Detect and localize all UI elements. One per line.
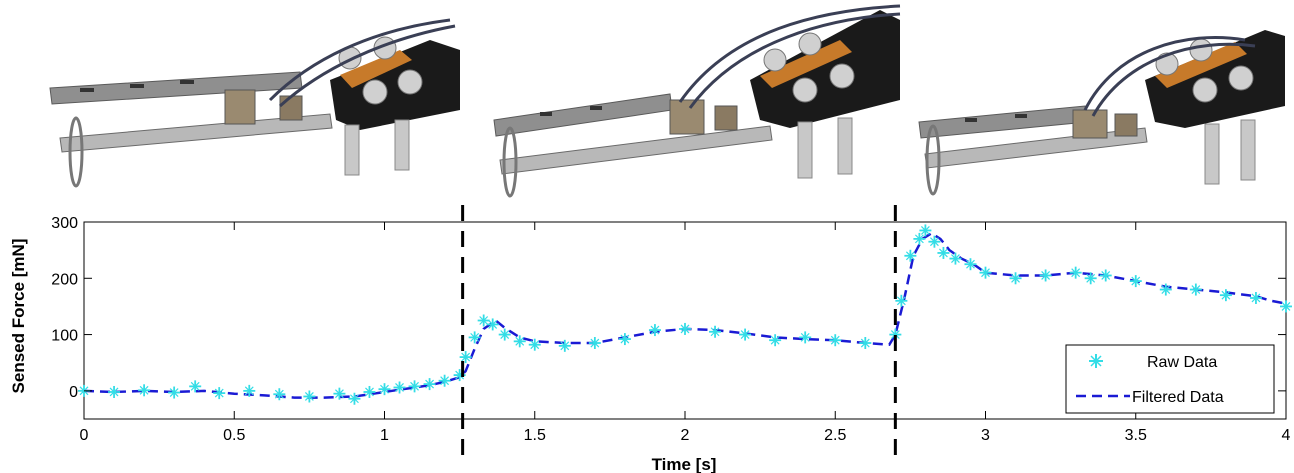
raw-data-point [1069, 266, 1082, 279]
raw-data-point [648, 324, 661, 337]
raw-data-point [423, 378, 436, 391]
x-axis-label: Time [s] [652, 455, 717, 473]
raw-data-point [438, 374, 451, 387]
y-axis-label: Sensed Force [mN] [9, 239, 28, 394]
raw-data-point [1009, 272, 1022, 285]
raw-data-point [913, 232, 926, 245]
y-tick-label: 0 [69, 384, 78, 401]
raw-data-point [679, 322, 691, 335]
raw-data-point [1189, 283, 1202, 296]
raw-data-point [964, 258, 977, 271]
raw-data-point [213, 387, 226, 400]
x-tick-label: 4 [1282, 427, 1291, 444]
gripper-photo-strip [40, 4, 1285, 200]
legend-raw-label: Raw Data [1147, 354, 1217, 371]
raw-data-point [1129, 275, 1142, 288]
raw-data-point [393, 381, 406, 394]
raw-data-point [799, 331, 812, 344]
x-tick-label: 3 [981, 427, 990, 444]
raw-data-point [108, 385, 121, 398]
raw-data-point [243, 384, 256, 397]
raw-data-point [486, 318, 499, 331]
raw-data-point [513, 335, 526, 348]
raw-data-point [895, 294, 908, 307]
raw-data-point [138, 384, 151, 397]
raw-data-point [769, 334, 782, 347]
raw-data-point [919, 224, 932, 237]
raw-data-point [189, 380, 202, 393]
x-tick-label: 2.5 [824, 427, 846, 444]
gripper-photo-panel-1 [40, 18, 460, 200]
raw-data-point [949, 252, 962, 265]
raw-data-point [829, 334, 842, 347]
raw-data-point [618, 333, 631, 346]
y-tick-label: 100 [51, 328, 78, 345]
phase-dividers [461, 205, 897, 455]
x-tick-label: 2 [681, 427, 690, 444]
raw-data-point [1084, 272, 1097, 285]
raw-data-point [348, 392, 361, 405]
raw-data-point [1039, 269, 1052, 282]
raw-data-point [528, 338, 541, 351]
raw-data-point [588, 337, 601, 350]
raw-data-point [273, 388, 286, 401]
raw-data-point [168, 386, 181, 399]
gripper-photo-panel-2 [480, 4, 901, 200]
raw-data-point [378, 383, 391, 396]
raw-data-point [979, 266, 992, 279]
raw-data-point [408, 380, 421, 393]
raw-data-point [859, 337, 872, 350]
raw-data-point [498, 328, 511, 341]
gripper-photo-panel-3 [905, 10, 1285, 200]
raw-data-point [739, 328, 752, 341]
raw-data-point [333, 387, 346, 400]
raw-data-point [1099, 269, 1112, 282]
raw-data-point [709, 325, 722, 338]
raw-data-point [477, 314, 490, 327]
raw-data-point [1219, 289, 1232, 302]
x-tick-label: 1.5 [524, 427, 546, 444]
legend-filtered-label: Filtered Data [1132, 389, 1224, 406]
raw-data-point [363, 385, 376, 398]
raw-data-point [1280, 300, 1292, 313]
raw-data-point [1249, 291, 1262, 304]
legend-raw-marker [1089, 354, 1103, 368]
raw-data-point [937, 246, 950, 259]
x-tick-label: 1 [380, 427, 389, 444]
raw-data-point [459, 351, 472, 364]
raw-data-point [928, 235, 941, 248]
raw-data-point [1159, 283, 1172, 296]
raw-data-point [303, 390, 316, 403]
x-tick-label: 0 [80, 427, 89, 444]
y-tick-label: 300 [51, 215, 78, 232]
x-tick-label: 3.5 [1125, 427, 1147, 444]
x-tick-label: 0.5 [223, 427, 245, 444]
raw-data-point [904, 249, 917, 262]
raw-data-point [468, 331, 481, 344]
legend: Raw Data Filtered Data [1065, 344, 1275, 414]
raw-data-point [558, 339, 571, 352]
ticks-group: 0 0.5 1 1.5 2 2.5 3 3.5 4 0 100 200 300 [51, 215, 1290, 444]
y-tick-label: 200 [51, 271, 78, 288]
